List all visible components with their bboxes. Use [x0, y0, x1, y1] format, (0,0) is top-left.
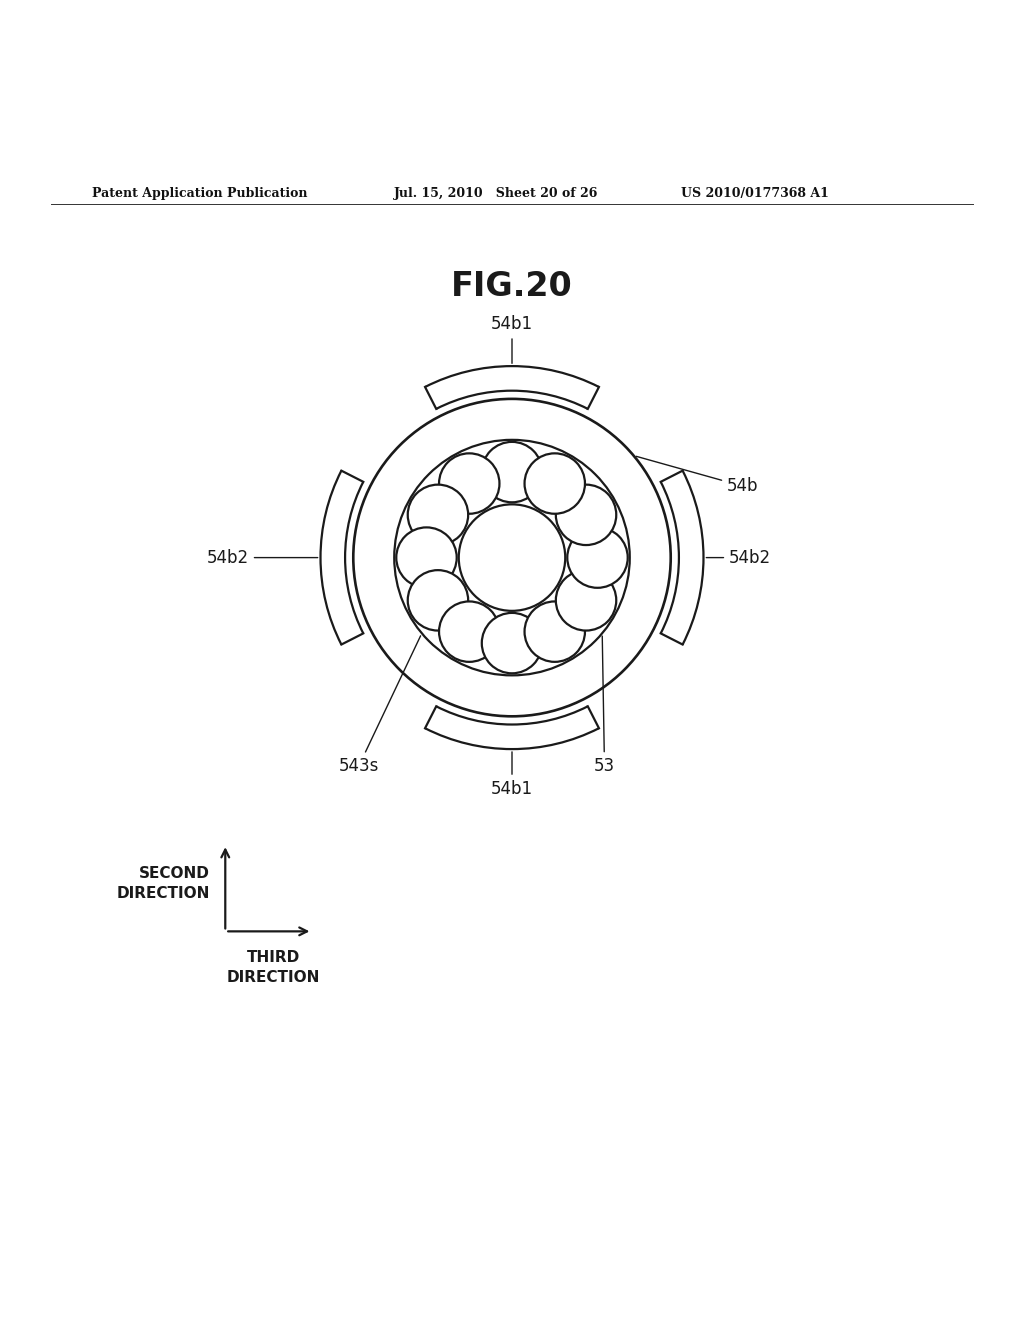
- Circle shape: [396, 528, 457, 587]
- Text: 54b1: 54b1: [490, 752, 534, 797]
- Text: 54b1: 54b1: [490, 315, 534, 363]
- Text: 54b2: 54b2: [707, 549, 771, 566]
- Text: 53: 53: [594, 636, 615, 775]
- Text: SECOND
DIRECTION: SECOND DIRECTION: [117, 866, 210, 900]
- Text: 54b: 54b: [636, 457, 759, 495]
- Circle shape: [439, 602, 500, 661]
- Circle shape: [524, 602, 585, 661]
- Circle shape: [408, 570, 468, 631]
- Text: FIG.20: FIG.20: [452, 269, 572, 302]
- Circle shape: [481, 612, 543, 673]
- Circle shape: [567, 528, 628, 587]
- Text: THIRD
DIRECTION: THIRD DIRECTION: [226, 950, 319, 985]
- Circle shape: [408, 484, 468, 545]
- Text: 54b2: 54b2: [207, 549, 317, 566]
- Text: US 2010/0177368 A1: US 2010/0177368 A1: [681, 187, 828, 199]
- Text: Jul. 15, 2010   Sheet 20 of 26: Jul. 15, 2010 Sheet 20 of 26: [394, 187, 599, 199]
- Circle shape: [459, 504, 565, 611]
- Text: 543s: 543s: [339, 636, 421, 775]
- Circle shape: [556, 484, 616, 545]
- Text: Patent Application Publication: Patent Application Publication: [92, 187, 307, 199]
- Circle shape: [556, 570, 616, 631]
- Circle shape: [481, 442, 543, 503]
- Circle shape: [439, 453, 500, 513]
- Circle shape: [394, 440, 630, 676]
- Circle shape: [353, 399, 671, 717]
- Circle shape: [524, 453, 585, 513]
